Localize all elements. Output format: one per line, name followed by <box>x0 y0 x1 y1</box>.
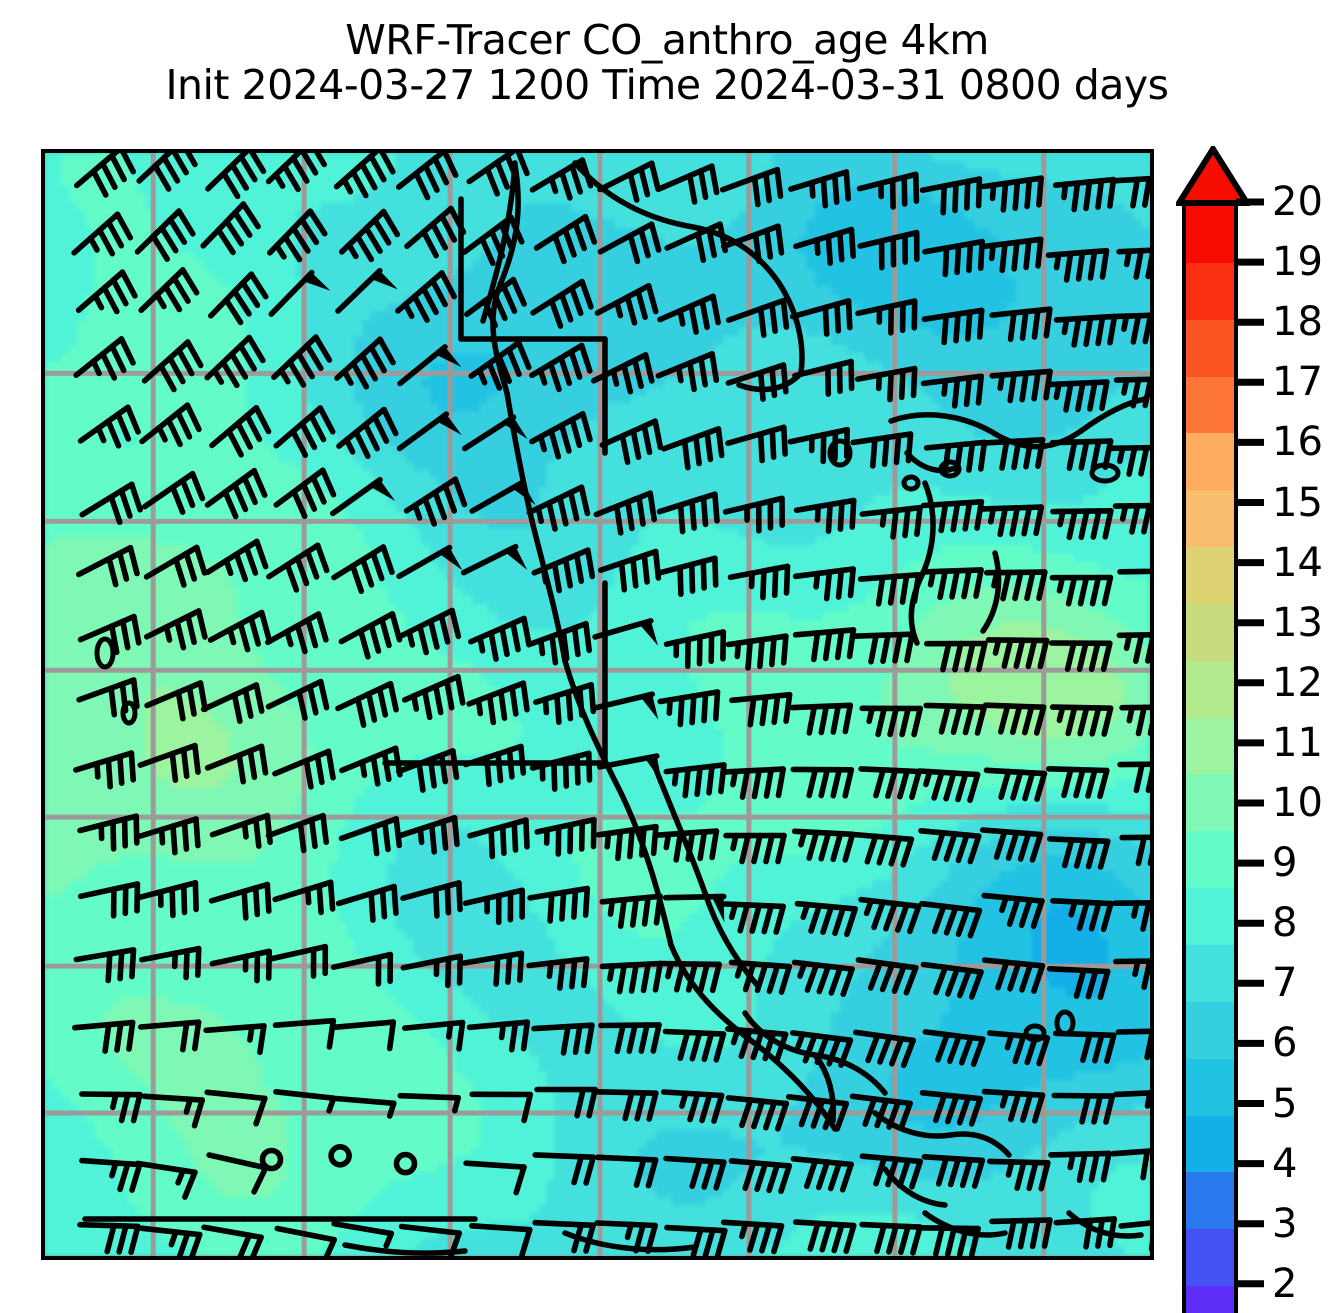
title-line-1: WRF-Tracer CO_anthro_age 4km <box>0 18 1334 63</box>
colorbar-tick-label: 17 <box>1272 362 1323 402</box>
colorbar-tick-label: 7 <box>1272 963 1297 1003</box>
colorbar-tick-label: 12 <box>1272 663 1323 703</box>
colorbar-tick-label: 19 <box>1272 242 1323 282</box>
colorbar-tick-label: 20 <box>1272 182 1323 222</box>
colorbar-tick-label: 15 <box>1272 483 1323 523</box>
wind-barb-layer <box>45 153 1150 1256</box>
colorbar-tick-label: 14 <box>1272 543 1323 583</box>
colorbar-tick-label: 9 <box>1272 843 1297 883</box>
colorbar-tick-label: 11 <box>1272 723 1323 763</box>
colorbar-tick-label: 3 <box>1272 1204 1297 1244</box>
colorbar-tick-label: 16 <box>1272 422 1323 462</box>
colorbar-tick-label: 8 <box>1272 903 1297 943</box>
colorbar-tick-label: 5 <box>1272 1084 1297 1124</box>
colorbar-tick-label: 4 <box>1272 1144 1297 1184</box>
colorbar: 20191817161514131211109876543210 <box>1176 146 1334 1266</box>
title-line-2: Init 2024-03-27 1200 Time 2024-03-31 080… <box>0 63 1334 108</box>
figure-title: WRF-Tracer CO_anthro_age 4km Init 2024-0… <box>0 18 1334 108</box>
colorbar-tick-label: 2 <box>1272 1264 1297 1304</box>
colorbar-tick-label: 18 <box>1272 302 1323 342</box>
colorbar-tick-label: 10 <box>1272 783 1323 823</box>
colorbar-tick-label: 6 <box>1272 1023 1297 1063</box>
map-panel[interactable] <box>41 149 1154 1260</box>
colorbar-tick-label: 13 <box>1272 603 1323 643</box>
